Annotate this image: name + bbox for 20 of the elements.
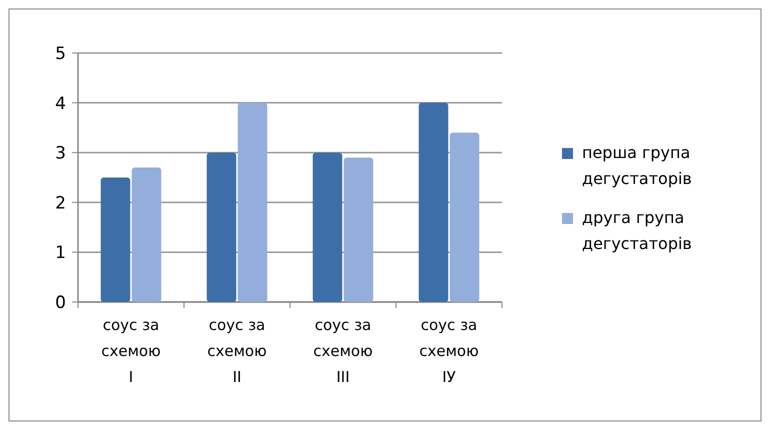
y-tick-label: 5 [55,44,66,64]
bar [450,132,480,302]
bar [132,168,162,302]
legend-label: перша група дегустаторів [582,143,692,188]
bar [100,178,130,302]
y-tick-label: 2 [55,193,66,214]
x-tick-label: соус за схемою ІІ [207,316,267,386]
y-tick-label: 1 [55,243,66,264]
bar [206,152,236,302]
bar [312,152,342,302]
x-tick-label: соус за схемою ІУ [419,316,479,386]
x-tick-label: соус за схемою І [101,316,161,386]
bar [344,158,374,302]
bar [238,102,268,302]
y-tick-label: 4 [55,94,66,114]
legend-label: друга група дегустаторів [582,208,692,253]
x-tick-label: соус за схемою ІІІ [313,316,373,386]
y-tick-label: 3 [55,144,66,164]
y-tick-label: 0 [55,292,66,313]
bar [418,102,448,302]
